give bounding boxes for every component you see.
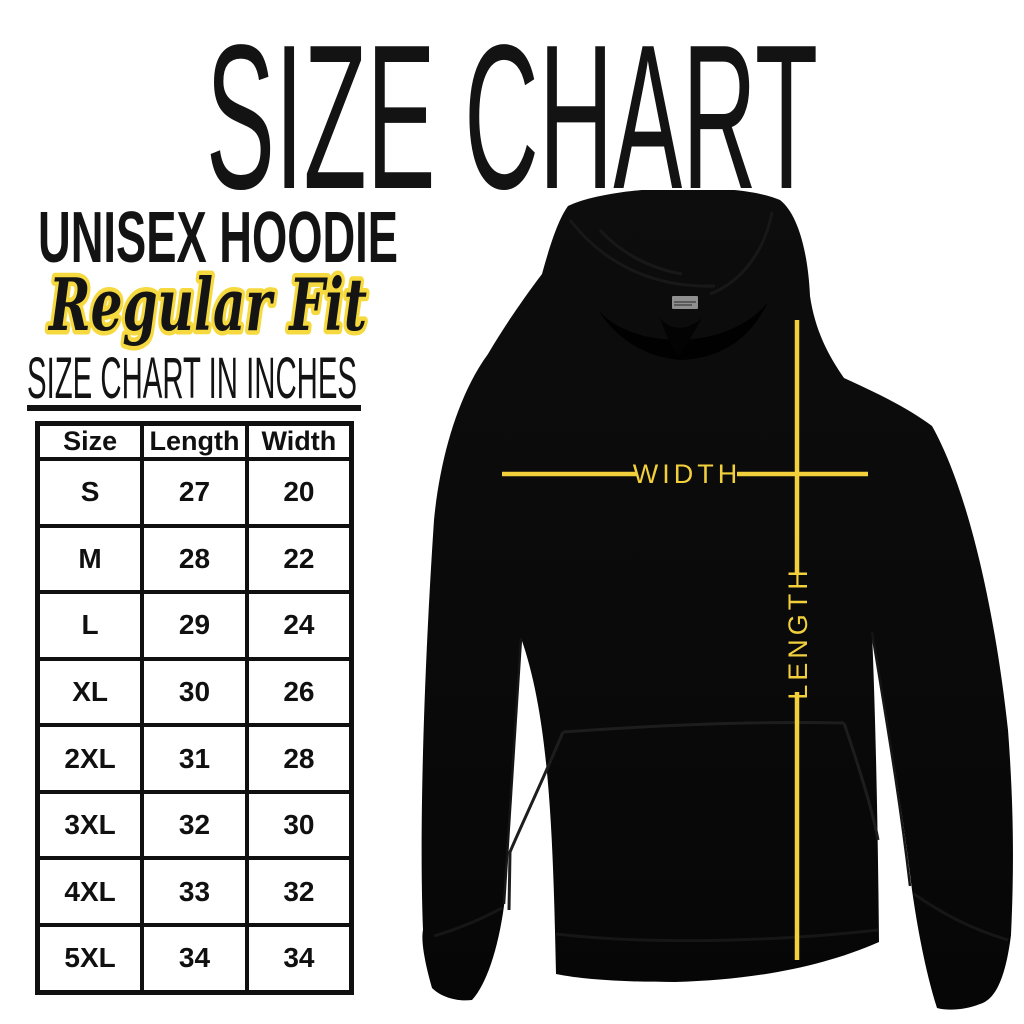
size-table-row: S 27 20 [35, 457, 354, 528]
size-table-body: S 27 20 M 28 22 L 29 24 XL 30 26 2XL 31 28 3XL 32 30 4XL 33… [35, 457, 354, 995]
length-label: LENGTH [783, 566, 813, 700]
column-header-length: Length [140, 421, 249, 461]
hood-folds [568, 211, 774, 296]
width-cell: 30 [244, 789, 354, 861]
width-label: WIDTH [633, 459, 741, 489]
width-cell: 24 [244, 590, 354, 661]
width-cell: 28 [244, 723, 354, 794]
size-cell: M [35, 523, 145, 595]
length-cell: 34 [140, 922, 249, 995]
hem-and-cuffs [433, 892, 1009, 943]
length-cell: 31 [140, 723, 249, 794]
length-cell: 28 [140, 523, 249, 595]
size-table-row: 3XL 32 30 [35, 789, 354, 861]
width-cell: 34 [244, 922, 354, 995]
size-table-row: 5XL 34 34 [35, 922, 354, 995]
length-cell: 27 [140, 457, 249, 528]
page-title: SIZE CHART [206, 10, 818, 205]
size-cell: 2XL [35, 723, 145, 794]
length-cell: 32 [140, 789, 249, 861]
size-table-container: Size Length Width S 27 20 M 28 22 L 29 24 XL 30 26 2… [35, 421, 354, 995]
measurement-overlay: WIDTH LENGTH [502, 320, 868, 960]
column-header-width: Width [244, 421, 354, 461]
neck-drape-fold [660, 318, 702, 356]
size-table: Size Length Width S 27 20 M 28 22 L 29 24 XL 30 26 2… [35, 421, 354, 995]
size-cell: XL [35, 656, 145, 728]
size-table-row: 4XL 33 32 [35, 856, 354, 927]
size-table-row: L 29 24 [35, 590, 354, 661]
width-cell: 22 [244, 523, 354, 595]
width-cell: 32 [244, 856, 354, 927]
size-table-header-row: Size Length Width [35, 421, 354, 461]
column-header-size: Size [35, 421, 145, 461]
length-cell: 30 [140, 656, 249, 728]
width-cell: 20 [244, 457, 354, 528]
fit-line: Regular Fit [48, 262, 367, 347]
section-heading: SIZE CHART IN INCHES [27, 350, 357, 411]
size-cell: 3XL [35, 789, 145, 861]
length-cell: 29 [140, 590, 249, 661]
neck-tag-print [674, 301, 696, 306]
section-heading-art: SIZE CHART IN INCHES [27, 350, 361, 411]
size-table-row: 2XL 31 28 [35, 723, 354, 794]
hoodie-photo: WIDTH LENGTH [421, 190, 1013, 1010]
width-cell: 26 [244, 656, 354, 728]
heading-underline [27, 405, 361, 411]
size-table-row: M 28 22 [35, 523, 354, 595]
size-cell: L [35, 590, 145, 661]
product-name: UNISEX HOODIE [38, 198, 398, 278]
size-table-row: XL 30 26 [35, 656, 354, 728]
size-cell: 4XL [35, 856, 145, 927]
size-cell: 5XL [35, 922, 145, 995]
size-cell: S [35, 457, 145, 528]
sleeve-seams [502, 631, 912, 905]
length-cell: 33 [140, 856, 249, 927]
fit-line-art: Regular Fit [43, 258, 371, 352]
hood-interior [598, 302, 768, 360]
hoodie-silhouette [421, 190, 1013, 1010]
product-name-art: UNISEX HOODIE [38, 198, 398, 278]
headline-art: SIZE CHART [206, 10, 818, 205]
kangaroo-pocket [507, 720, 880, 911]
